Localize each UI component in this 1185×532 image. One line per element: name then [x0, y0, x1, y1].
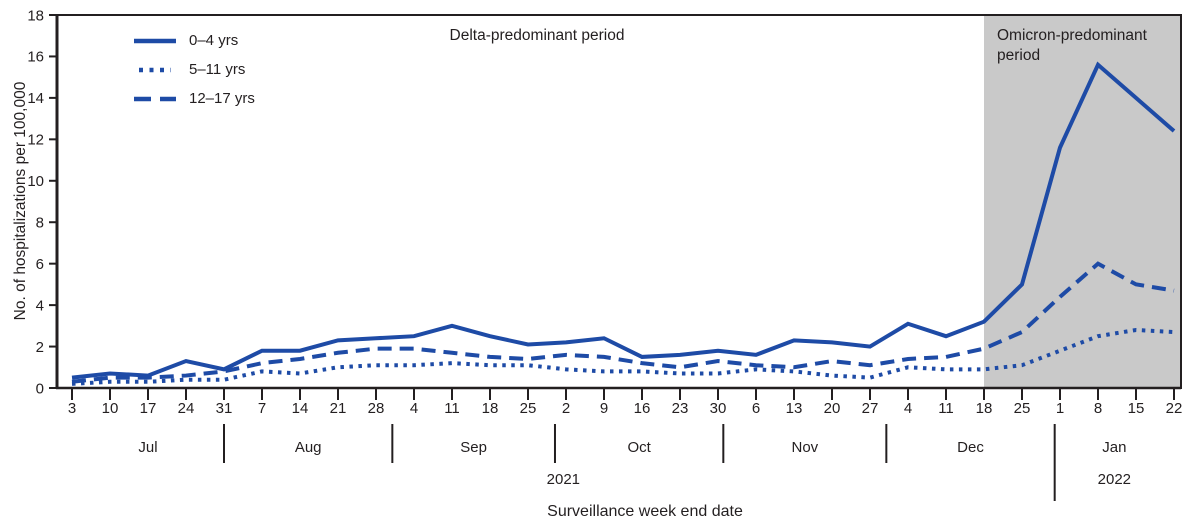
omicron-period-annotation: Omicron-predominant period [997, 27, 1147, 65]
legend-dashed-line-swatch [134, 96, 176, 101]
legend-item-2: 5–11 yrs [133, 55, 255, 84]
legend-label: 0–4 yrs [189, 32, 239, 49]
y-tick-label: 8 [36, 214, 44, 231]
month-label: Oct [627, 439, 651, 456]
month-label: Sep [460, 439, 487, 456]
x-tick-label: 24 [178, 400, 195, 417]
delta-period-annotation: Delta-predominant period [449, 27, 625, 44]
y-axis-title: No. of hospitalizations per 100,000 [12, 81, 29, 321]
x-tick-label: 3 [68, 400, 76, 417]
x-tick-label: 11 [938, 400, 954, 417]
x-tick-label: 8 [1094, 400, 1102, 417]
legend-label: 5–11 yrs [189, 61, 246, 78]
x-tick-label: 1 [1056, 400, 1064, 417]
x-tick-label: 25 [520, 400, 537, 417]
x-tick-label: 4 [410, 400, 418, 417]
x-tick-label: 21 [330, 400, 347, 417]
legend-label: 12–17 yrs [189, 90, 255, 107]
legend-solid-line-swatch [134, 38, 176, 43]
x-tick-label: 11 [444, 400, 460, 417]
x-tick-label: 16 [634, 400, 651, 417]
y-tick-label: 16 [27, 49, 44, 66]
x-tick-label: 25 [1014, 400, 1031, 417]
x-tick-label: 31 [216, 400, 233, 417]
x-tick-label: 6 [752, 400, 760, 417]
x-tick-label: 15 [1128, 400, 1145, 417]
x-tick-label: 28 [368, 400, 385, 417]
month-label: Jan [1102, 439, 1126, 456]
x-axis-title: Surveillance week end date [547, 503, 743, 520]
month-label: Aug [295, 439, 322, 456]
x-tick-label: 13 [786, 400, 803, 417]
month-label: Jul [138, 439, 157, 456]
x-tick-label: 30 [710, 400, 727, 417]
y-tick-label: 18 [27, 7, 44, 24]
legend-dotted-line-swatch [139, 67, 171, 72]
series-line-dashed [71, 261, 1175, 384]
x-tick-label: 20 [824, 400, 841, 417]
legend-item-3: 12–17 yrs [133, 84, 255, 113]
year-label: 2021 [547, 471, 580, 488]
year-label: 2022 [1098, 471, 1131, 488]
y-tick-label: 12 [27, 132, 44, 149]
x-tick-label: 14 [292, 400, 309, 417]
x-tick-label: 10 [102, 400, 119, 417]
omicron-shaded-region [984, 16, 1180, 387]
x-tick-label: 18 [976, 400, 993, 417]
legend-item-1: 0–4 yrs [133, 26, 255, 55]
x-tick-label: 18 [482, 400, 499, 417]
y-tick-label: 4 [36, 297, 44, 314]
month-label: Nov [791, 439, 818, 456]
y-tick-label: 2 [36, 339, 44, 356]
x-tick-label: 17 [140, 400, 157, 417]
month-label: Dec [957, 439, 984, 456]
x-tick-label: 27 [862, 400, 879, 417]
series-line-solid [71, 61, 1176, 380]
y-tick-label: 14 [27, 90, 44, 107]
legend: 0–4 yrs 5–11 yrs 12–17 yrs [133, 26, 255, 113]
y-tick-label: 6 [36, 256, 44, 273]
x-tick-label: 7 [258, 400, 266, 417]
y-tick-label: 0 [36, 380, 44, 397]
y-tick-label: 10 [27, 173, 44, 190]
x-tick-label: 23 [672, 400, 689, 417]
x-tick-label: 22 [1166, 400, 1183, 417]
x-tick-label: 9 [600, 400, 608, 417]
x-tick-label: 4 [904, 400, 912, 417]
x-tick-label: 2 [562, 400, 570, 417]
